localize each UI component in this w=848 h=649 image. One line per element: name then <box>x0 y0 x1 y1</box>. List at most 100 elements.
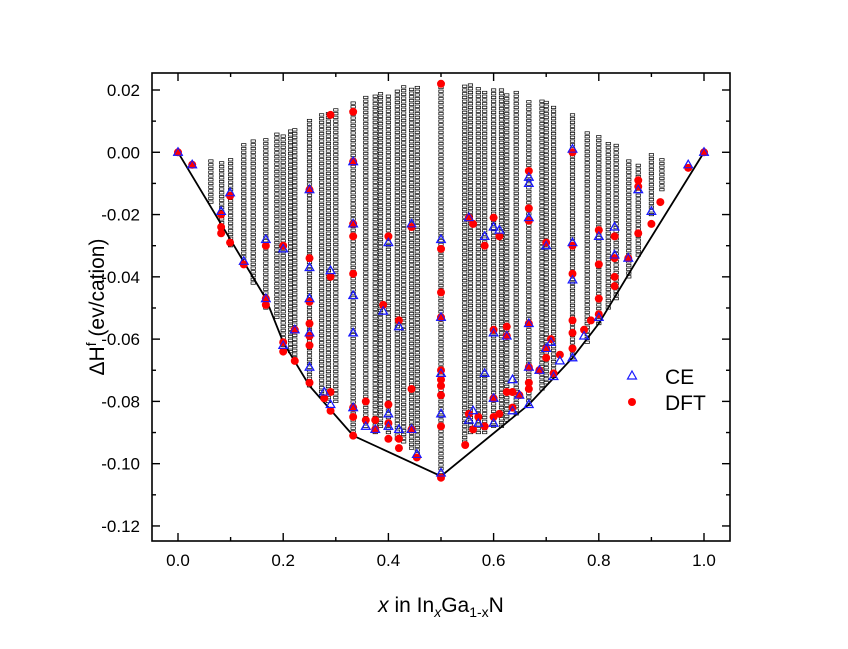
structure-marker <box>467 232 474 237</box>
structure-marker <box>513 266 519 270</box>
ce-point-outline <box>215 205 227 215</box>
structure-marker <box>350 138 356 142</box>
structure-marker <box>526 298 532 302</box>
structure-marker <box>319 158 325 162</box>
structure-marker <box>605 242 611 247</box>
structure-marker <box>219 172 225 176</box>
dft-point <box>437 244 445 253</box>
structure-marker <box>438 164 444 168</box>
structure-marker <box>414 444 420 448</box>
structure-marker <box>363 125 369 129</box>
structure-marker <box>408 162 415 166</box>
structure-marker <box>543 108 549 112</box>
structure-marker <box>491 350 497 354</box>
structure-marker <box>372 378 378 382</box>
structure-marker <box>408 308 415 312</box>
structure-marker <box>306 197 313 201</box>
structure-marker <box>513 176 519 180</box>
structure-marker <box>394 123 400 127</box>
structure-marker <box>372 307 378 311</box>
structure-marker <box>250 214 256 218</box>
structure-marker <box>504 340 510 344</box>
structure-marker <box>363 282 369 286</box>
structure-marker <box>394 186 400 190</box>
structure-marker <box>394 168 400 172</box>
structure-marker <box>408 270 415 275</box>
structure-marker <box>363 103 369 107</box>
structure-marker <box>539 338 545 342</box>
structure-marker <box>498 208 505 212</box>
structure-marker <box>219 183 225 187</box>
structure-marker <box>377 114 384 118</box>
structure-marker <box>467 176 474 180</box>
structure-marker <box>605 250 611 254</box>
structure-marker <box>319 274 325 278</box>
structure-marker <box>274 177 280 181</box>
structure-marker <box>551 266 557 270</box>
structure-marker <box>543 254 549 258</box>
structure-marker <box>385 397 391 401</box>
structure-marker <box>408 252 415 256</box>
ce-point-outline <box>393 321 405 331</box>
structure-marker <box>408 267 415 271</box>
structure-marker <box>462 271 468 275</box>
structure-marker <box>274 166 280 170</box>
structure-marker <box>438 194 444 198</box>
structure-marker <box>372 143 378 147</box>
ce-point-outline <box>289 324 300 334</box>
dft-point <box>594 260 603 269</box>
structure-marker <box>250 139 256 143</box>
structure-marker <box>584 258 590 262</box>
structure-marker <box>401 410 407 414</box>
structure-marker <box>462 122 468 126</box>
structure-marker <box>325 242 331 247</box>
structure-marker <box>462 275 468 279</box>
structure-marker <box>605 257 611 261</box>
structure-marker <box>498 279 505 283</box>
structure-marker <box>498 379 505 384</box>
structure-marker <box>377 260 384 264</box>
structure-marker <box>280 160 286 164</box>
structure-marker <box>306 118 313 123</box>
structure-marker <box>626 174 632 178</box>
structure-marker <box>288 316 294 320</box>
structure-marker <box>596 269 602 273</box>
ce-point-outline <box>463 212 475 222</box>
structure-marker <box>325 257 331 261</box>
structure-marker <box>288 241 294 245</box>
structure-marker <box>274 140 280 144</box>
structure-marker <box>513 315 519 319</box>
structure-marker <box>363 118 369 122</box>
legend-dft-marker <box>628 398 636 406</box>
structure-marker <box>408 412 415 417</box>
structure-marker <box>462 428 468 432</box>
structure-marker <box>274 308 280 312</box>
structure-marker <box>319 173 325 177</box>
structure-marker <box>526 141 532 145</box>
structure-marker <box>408 289 415 293</box>
structure-marker <box>467 98 474 102</box>
ce-point-outline <box>383 408 394 418</box>
structure-marker <box>551 184 557 188</box>
structure-marker <box>372 292 378 296</box>
structure-marker <box>504 194 510 198</box>
structure-marker <box>467 161 474 166</box>
structure-marker <box>401 287 407 291</box>
structure-marker <box>377 290 384 294</box>
structure-marker <box>250 244 256 248</box>
structure-marker <box>250 169 256 173</box>
structure-marker <box>363 372 369 376</box>
structure-marker <box>350 258 356 262</box>
structure-marker <box>584 153 590 157</box>
structure-marker <box>319 143 325 147</box>
structure-marker <box>394 302 400 306</box>
structure-marker <box>408 338 415 342</box>
structure-marker <box>551 105 557 109</box>
structure-marker <box>319 214 325 218</box>
structure-marker <box>635 249 641 253</box>
structure-marker <box>605 186 611 190</box>
structure-marker <box>363 342 369 346</box>
structure-marker <box>438 201 444 205</box>
structure-marker <box>385 307 391 311</box>
structure-marker <box>498 357 505 361</box>
